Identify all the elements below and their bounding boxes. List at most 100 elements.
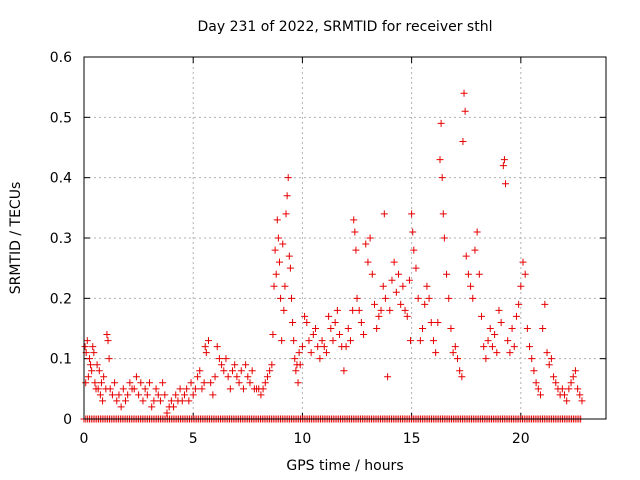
- data-point: [327, 325, 335, 332]
- data-point: [436, 156, 444, 164]
- data-point: [360, 331, 368, 339]
- data-point: [437, 119, 445, 127]
- data-point: [517, 282, 525, 290]
- data-point: [493, 349, 501, 357]
- data-point: [305, 337, 313, 345]
- data-point: [346, 337, 354, 345]
- data-point: [375, 312, 383, 320]
- y-tick-label: 0.6: [50, 50, 72, 66]
- data-point: [113, 397, 121, 405]
- data-point: [132, 373, 140, 381]
- data-point: [519, 258, 527, 266]
- data-point: [539, 325, 547, 332]
- y-tick-label: 0.4: [50, 171, 72, 187]
- data-point: [504, 337, 512, 345]
- data-point: [270, 282, 278, 290]
- data-point: [425, 294, 433, 302]
- data-point: [460, 89, 468, 97]
- data-point: [475, 270, 483, 278]
- data-point: [434, 318, 442, 326]
- data-point: [191, 385, 199, 393]
- y-tick-label: 0.5: [50, 110, 72, 126]
- data-point: [237, 367, 245, 375]
- data-point: [150, 397, 158, 405]
- data-point: [282, 210, 290, 218]
- data-point: [353, 294, 361, 302]
- data-point: [298, 343, 306, 351]
- data-point: [146, 379, 154, 387]
- data-points: [80, 89, 586, 423]
- chart-title: Day 231 of 2022, SRMTID for receiver sth…: [198, 19, 493, 35]
- data-point: [291, 355, 299, 363]
- data-point: [279, 240, 287, 248]
- data-point: [380, 210, 388, 218]
- data-point: [541, 300, 549, 308]
- data-point: [180, 391, 188, 399]
- data-point: [429, 337, 437, 345]
- data-point: [459, 137, 467, 145]
- data-point: [521, 270, 529, 278]
- y-axis-label: SRMTID / TECUs: [8, 182, 24, 295]
- data-point: [307, 349, 315, 357]
- data-point: [89, 343, 97, 351]
- data-point: [528, 355, 536, 363]
- data-point: [458, 373, 466, 381]
- data-point: [370, 300, 378, 308]
- data-point: [397, 300, 405, 308]
- data-point: [574, 385, 582, 393]
- data-point: [103, 331, 111, 339]
- data-point: [447, 325, 455, 332]
- data-point: [569, 373, 577, 381]
- x-tick-label: 20: [512, 431, 530, 447]
- data-point: [449, 349, 457, 357]
- data-point: [432, 349, 440, 357]
- data-point: [515, 300, 523, 308]
- data-point: [427, 318, 435, 326]
- data-point: [350, 216, 358, 224]
- plot-frame: [83, 56, 607, 420]
- data-point: [283, 192, 291, 200]
- data-point: [201, 343, 209, 351]
- data-point: [100, 373, 108, 381]
- data-point: [552, 379, 560, 387]
- data-point: [456, 367, 464, 375]
- data-point: [530, 367, 538, 375]
- data-point: [473, 228, 481, 236]
- data-point: [333, 306, 341, 314]
- data-point: [379, 282, 387, 290]
- data-point: [416, 337, 424, 345]
- data-point: [281, 282, 289, 290]
- data-point: [96, 391, 104, 399]
- x-tick-label: 5: [189, 431, 198, 447]
- data-point: [373, 325, 381, 332]
- data-point: [384, 373, 392, 381]
- data-point: [296, 361, 304, 369]
- data-point: [90, 349, 98, 357]
- data-point: [215, 355, 223, 363]
- data-point: [159, 379, 167, 387]
- data-point: [176, 385, 184, 393]
- data-point: [105, 355, 113, 363]
- data-point: [121, 397, 129, 405]
- data-point: [362, 240, 370, 248]
- data-point: [453, 355, 461, 363]
- data-point: [85, 355, 93, 363]
- data-point: [286, 264, 294, 272]
- data-point: [364, 258, 372, 266]
- data-point: [578, 397, 586, 405]
- data-point: [141, 385, 149, 393]
- data-point: [414, 294, 422, 302]
- data-point: [340, 367, 348, 375]
- data-point: [547, 355, 555, 363]
- data-point: [294, 379, 302, 387]
- data-point: [269, 331, 277, 339]
- data-point: [143, 391, 151, 399]
- data-point: [451, 343, 459, 351]
- data-point: [226, 385, 234, 393]
- x-tick-label: 10: [293, 431, 311, 447]
- data-point: [331, 318, 339, 326]
- data-point: [163, 409, 171, 417]
- data-point: [536, 391, 544, 399]
- data-point: [88, 367, 96, 375]
- data-point: [242, 361, 250, 369]
